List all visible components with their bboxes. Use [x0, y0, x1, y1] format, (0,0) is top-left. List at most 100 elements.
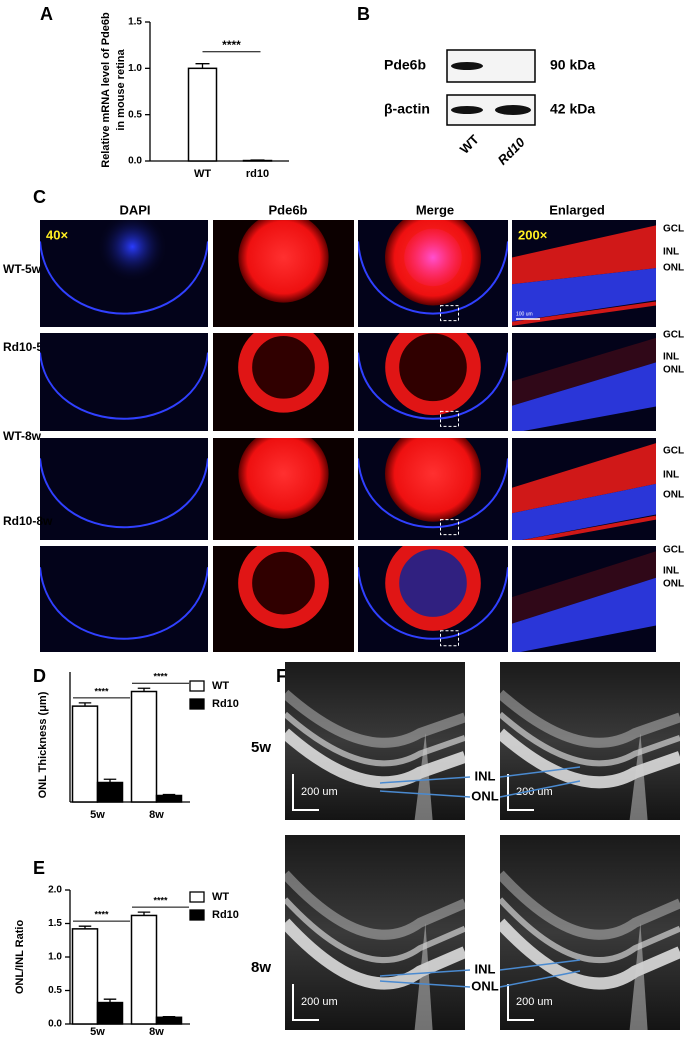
blot-band: [495, 105, 531, 115]
legend-swatch: [189, 698, 205, 710]
micrograph: [213, 546, 354, 652]
red-layer: [512, 443, 656, 514]
micrograph-bg: [40, 438, 208, 540]
y-tick-label: 1.0: [48, 952, 62, 963]
layer-label: INL: [663, 470, 679, 481]
micrograph: [40, 438, 208, 540]
legend-label: Rd10: [212, 698, 239, 710]
zoom-box: [440, 410, 459, 427]
error-bar: [78, 925, 92, 929]
error-bar-line: [162, 793, 176, 796]
blue-layer: [512, 577, 656, 652]
row-label: 8w: [251, 959, 271, 976]
error-bar: [137, 687, 151, 692]
bar: [96, 781, 124, 803]
blot-protein: β-actin: [384, 101, 430, 117]
blot-size: 90 kDa: [550, 57, 595, 73]
optic-nerve: [629, 733, 648, 820]
retina-arc: [358, 352, 508, 420]
row-label: 5w: [251, 739, 271, 756]
micrograph-bg: [40, 333, 208, 431]
blot-band: [451, 106, 483, 114]
micrograph: [512, 220, 656, 327]
layer-label: INL: [663, 566, 679, 577]
retina-layer: [496, 870, 682, 940]
x-tick-label: 8w: [149, 1026, 164, 1038]
y-tick-label: 2.0: [48, 885, 62, 896]
error-bar-line: [78, 702, 92, 707]
layer-pointer: [379, 959, 581, 977]
lens-core: [404, 228, 462, 287]
legend-swatch: [189, 891, 205, 903]
red-layer: [512, 551, 656, 624]
scale-bar-label: 200 um: [516, 996, 553, 1008]
scale-bar: [507, 984, 534, 1021]
layer-pointer: [379, 970, 581, 988]
layer-label: GCL: [663, 446, 684, 457]
lens-ring: [238, 546, 329, 629]
error-bar: [103, 998, 117, 1003]
micrograph: [40, 546, 208, 652]
layer-pointer: [379, 780, 581, 798]
blue-layer: [512, 483, 656, 540]
layer-label: INL: [475, 961, 496, 976]
layer-label: ONL: [663, 365, 684, 376]
y-tick-label: 1.0: [128, 63, 142, 74]
retina-arc: [40, 352, 208, 420]
optic-nerve: [414, 922, 433, 1030]
scale-bar: [507, 774, 534, 811]
micrograph-bg: [40, 546, 208, 652]
retina-arc: [40, 567, 208, 640]
retina-layer: [495, 918, 683, 990]
dapi-glow: [97, 220, 168, 282]
y-tick-label: 1.5: [48, 918, 62, 929]
x-tick-label: WT: [194, 168, 211, 180]
legend-label: Rd10: [212, 909, 239, 921]
error-bar-line: [103, 998, 117, 1003]
oct-image: [500, 835, 680, 1030]
red-layer: [512, 337, 656, 406]
oct-image: [285, 835, 465, 1030]
micrograph: [512, 438, 656, 540]
row-label: WT-5w: [3, 262, 42, 276]
layer-label: GCL: [663, 224, 684, 235]
bar: [71, 705, 99, 803]
panel-label: E: [33, 858, 45, 878]
y-tick-label: 0.5: [128, 109, 142, 120]
blot-size: 42 kDa: [550, 101, 595, 117]
panel-label: F: [276, 666, 287, 686]
retina-layer: [497, 897, 682, 964]
y-axis-label: Relative mRNA level of Pde6b: [100, 12, 112, 168]
column-header: DAPI: [119, 202, 150, 217]
legend-label: WT: [212, 680, 229, 692]
significance-label: ****: [153, 672, 168, 682]
blot-protein: Pde6b: [384, 57, 426, 73]
layer-label: ONL: [663, 490, 684, 501]
x-tick-label: rd10: [246, 168, 269, 180]
error-bar-line: [195, 63, 210, 69]
micrograph: [358, 438, 508, 540]
column-header: Merge: [416, 202, 454, 217]
layer-label: GCL: [663, 330, 684, 341]
zoom-box: [440, 519, 459, 536]
error-bar: [162, 793, 176, 796]
y-axis-label: ONL/INL Ratio: [14, 920, 26, 995]
layer-label: ONL: [471, 788, 499, 803]
y-tick-label: 1.5: [128, 17, 142, 28]
legend-swatch: [189, 680, 205, 692]
retina-layer: [281, 870, 467, 940]
error-bar-line: [137, 687, 151, 692]
y-tick-label: 0.0: [128, 156, 142, 167]
red-line: [512, 301, 656, 326]
micrograph: [213, 220, 354, 327]
zoom-box: [440, 630, 459, 647]
significance-label: ****: [153, 895, 168, 905]
y-tick-label: 0.0: [48, 1019, 62, 1030]
blue-layer: [512, 362, 656, 431]
scale-bar-label: 200 um: [301, 996, 338, 1008]
scale-bar-label: 200 um: [301, 786, 338, 798]
lens: [238, 438, 329, 519]
retina-arc: [358, 241, 508, 315]
retina-layer: [282, 897, 467, 964]
blot-lane: Rd10: [495, 134, 529, 168]
